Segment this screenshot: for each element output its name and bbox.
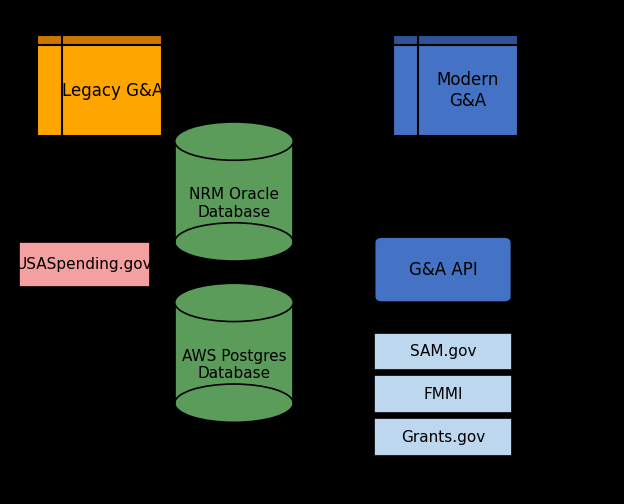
Bar — [374, 375, 512, 413]
Bar — [19, 242, 150, 287]
Bar — [374, 333, 512, 370]
Text: SAM.gov: SAM.gov — [410, 344, 476, 359]
Ellipse shape — [175, 384, 293, 422]
Text: Legacy G&A: Legacy G&A — [62, 82, 163, 100]
Text: G&A API: G&A API — [409, 261, 477, 279]
Bar — [393, 35, 518, 136]
Text: FMMI: FMMI — [423, 387, 463, 402]
Bar — [374, 418, 512, 456]
FancyBboxPatch shape — [374, 237, 512, 302]
Bar — [393, 35, 518, 45]
Bar — [37, 35, 162, 45]
Text: NRM Oracle
Database: NRM Oracle Database — [189, 187, 279, 220]
Bar — [37, 35, 162, 136]
Text: Grants.gov: Grants.gov — [401, 430, 485, 445]
Text: USASpending.gov: USASpending.gov — [16, 257, 152, 272]
Bar — [175, 302, 293, 403]
Ellipse shape — [175, 223, 293, 261]
Text: AWS Postgres
Database: AWS Postgres Database — [182, 349, 286, 381]
Ellipse shape — [175, 122, 293, 160]
Text: Modern
G&A: Modern G&A — [437, 72, 499, 110]
Bar — [175, 141, 293, 242]
Ellipse shape — [175, 283, 293, 322]
